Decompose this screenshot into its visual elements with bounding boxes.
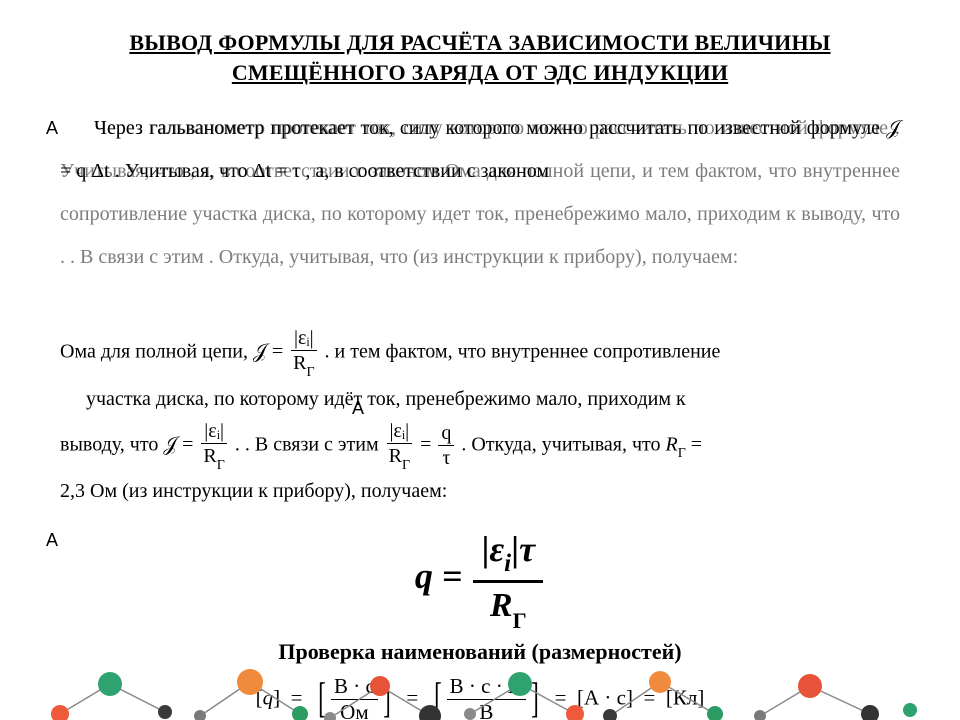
bracket-open-icon: [: [318, 683, 326, 717]
inline-I-2: 𝒥: [253, 341, 267, 363]
Rg-sub: Г: [678, 446, 686, 461]
eq2: =: [276, 160, 287, 182]
inline-I-3: 𝒥: [163, 433, 177, 455]
marker-a-2: А: [352, 398, 364, 419]
d3a: выводу, что: [60, 433, 163, 455]
d1a: Ома для полной цепи,: [60, 341, 253, 363]
eq3: =: [272, 341, 283, 363]
frac-eps-over-R: |εᵢ| RГ: [290, 327, 317, 378]
frac-q-over-dt: q Δt: [76, 160, 114, 182]
eq4: =: [182, 433, 193, 455]
eq1: =: [60, 160, 71, 182]
title-line-1: ВЫВОД ФОРМУЛЫ ДЛЯ РАСЧЁТА ЗАВИСИМОСТИ ВЕ…: [129, 30, 830, 55]
dimensional-analysis: [q] = [ В · с Ом ] = [ В · с · А В ] = […: [60, 675, 900, 720]
big-den: RГ: [482, 583, 535, 629]
Rg-R: R: [665, 433, 677, 455]
marker-a-3: А: [46, 530, 58, 551]
big-num: |εi|τ: [473, 530, 543, 583]
front-prefix: Через гальванометр протекает ток, силу к…: [94, 117, 886, 139]
frac-eps-R-eq-q-tau-lhs: |εᵢ| RГ: [386, 420, 413, 471]
den-R: RГ: [290, 351, 317, 378]
front-mid2: , а, в соответствии с законом: [305, 160, 549, 182]
dimensions-check-title: Проверка наименований (размерностей): [60, 639, 900, 665]
title-line-2: СМЕЩЁННОГО ЗАРЯДА ОТ ЭДС ИНДУКЦИИ: [232, 60, 728, 85]
main-formula: q = |εi|τ RГ: [60, 530, 900, 629]
Rg-eq: =: [691, 433, 702, 455]
big-fraction: |εi|τ RГ: [473, 530, 543, 629]
num-eps: |εᵢ|: [291, 327, 317, 351]
front-mid1: . Учитывая, что: [115, 160, 253, 182]
dim-bracket-1: [ В · с Ом ]: [315, 675, 394, 720]
eq5: =: [420, 433, 431, 455]
front-text-layer: Через гальванометр протекает ток, силу к…: [60, 107, 900, 193]
page-title: ВЫВОД ФОРМУЛЫ ДЛЯ РАСЧЁТА ЗАВИСИМОСТИ ВЕ…: [60, 28, 900, 87]
dot: .: [325, 341, 330, 363]
frac-q-over-tau: q τ: [438, 422, 454, 469]
d2: участка диска, по которому идёт ток, пре…: [60, 388, 686, 410]
d4: 2,3 Ом (из инструкции к прибору), получа…: [60, 480, 447, 502]
tau: τ: [292, 160, 300, 182]
d3b: . . В связи с этим: [235, 433, 384, 455]
dim-bracket-2: [ В · с · А В ]: [431, 675, 542, 720]
page: ВЫВОД ФОРМУЛЫ ДЛЯ РАСЧЁТА ЗАВИСИМОСТИ ВЕ…: [0, 0, 960, 720]
marker-a-1: А: [46, 118, 58, 139]
big-eq-sign: =: [442, 556, 472, 596]
d3c: . Откуда, учитывая, что: [461, 433, 665, 455]
bracket-close-icon: ]: [383, 683, 391, 717]
inline-I: 𝒥: [886, 117, 900, 139]
dt: Δt: [253, 160, 271, 182]
den-dt: Δt: [91, 160, 109, 182]
num-q: q: [76, 160, 86, 182]
frac-eps-over-R-2: |εᵢ| RГ: [200, 420, 227, 471]
derivation-text: Ома для полной цепи, 𝒥 = |εᵢ| RГ . и тем…: [60, 327, 900, 512]
overlapping-body-text: Через гальванометр протекает ток, силу к…: [60, 107, 900, 307]
big-q: q: [415, 556, 433, 596]
d1b: и тем фактом, что внутреннее сопротивлен…: [335, 341, 721, 363]
